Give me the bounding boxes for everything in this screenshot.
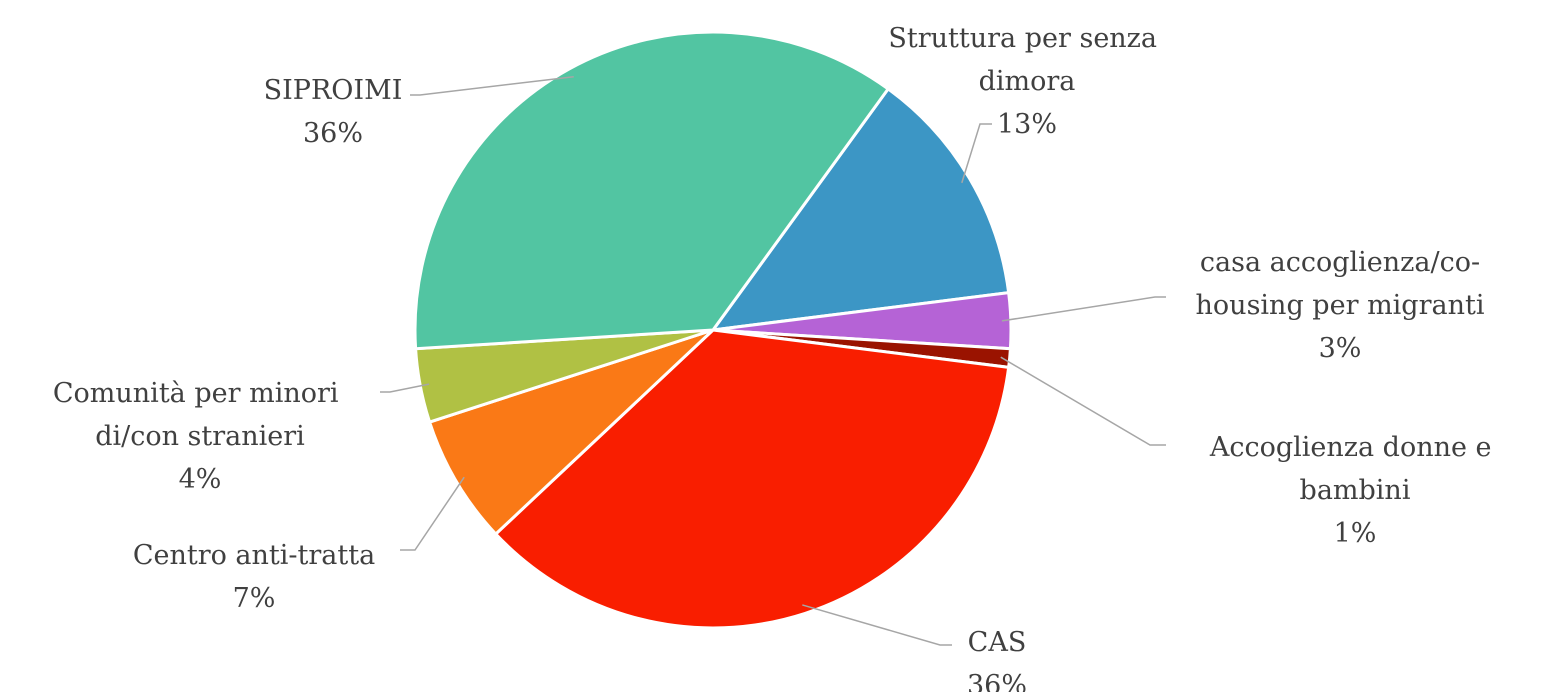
label-line: Centro anti-tratta: [133, 540, 375, 571]
slice-label: Accoglienza donne e bambini: [1209, 432, 1500, 506]
leader-line: [1001, 296, 1166, 322]
label-line: CAS: [968, 627, 1027, 658]
label-line: dimora: [979, 66, 1076, 97]
label-line: housing per migranti: [1196, 290, 1485, 321]
leader-line: [1000, 356, 1166, 446]
value-label: 13%: [997, 109, 1057, 140]
label-line: bambini: [1300, 475, 1411, 506]
value-label: 1%: [1334, 518, 1377, 549]
value-label: 4%: [179, 464, 222, 495]
slice-label: CAS: [968, 627, 1027, 658]
pie-slice: [709, 86, 1011, 332]
leader-line: [961, 123, 992, 184]
label-line: di/con stranieri: [95, 421, 305, 452]
pie-slice: [427, 328, 715, 537]
slice-label: Centro anti-tratta: [133, 540, 375, 571]
value-label: 36%: [303, 118, 363, 149]
leader-line: [410, 75, 574, 96]
pie-slice: [493, 328, 1011, 630]
leader-line: [400, 476, 465, 551]
leader-line: [802, 604, 952, 646]
value-label: 3%: [1319, 333, 1362, 364]
label-line: Accoglienza donne e: [1209, 432, 1500, 463]
slice-label: casa accoglienza/co-housing per migranti: [1196, 247, 1485, 321]
leader-line: [380, 383, 430, 393]
pie-slice: [413, 30, 891, 351]
label-line: Struttura per senza: [888, 23, 1165, 54]
slice-label: Comunità per minori di/con stranieri: [53, 378, 347, 452]
label-line: Comunità per minori: [53, 378, 347, 409]
value-label: 36%: [967, 670, 1027, 692]
value-label: 7%: [233, 583, 276, 614]
slice-label: Struttura per senza dimora: [888, 23, 1165, 97]
slice-label: SIPROIMI: [264, 75, 403, 106]
label-line: SIPROIMI: [264, 75, 403, 106]
label-line: casa accoglienza/co-: [1200, 247, 1480, 278]
